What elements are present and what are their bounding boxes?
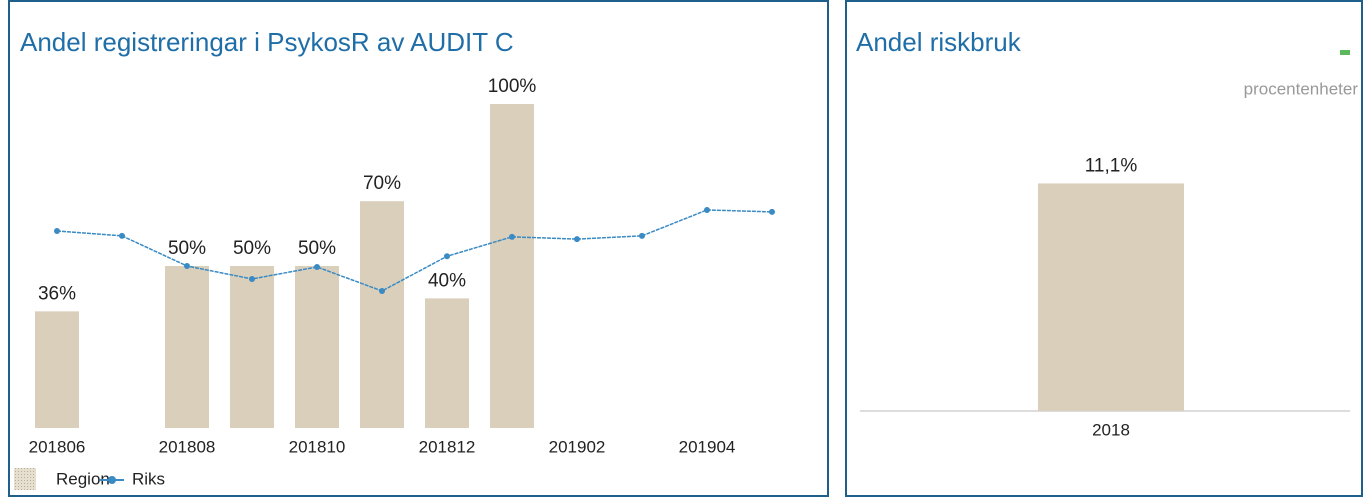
point xyxy=(639,232,645,239)
bar xyxy=(230,266,274,428)
point xyxy=(314,263,320,270)
x-tick-label: 201808 xyxy=(159,437,216,456)
legend-label: Riks xyxy=(132,469,165,488)
panel xyxy=(8,0,829,497)
point xyxy=(54,228,60,235)
bar xyxy=(425,298,469,428)
legend-swatch xyxy=(14,468,36,490)
bar xyxy=(35,311,79,428)
chart-title: Andel riskbruk xyxy=(856,27,1022,57)
status-indicator xyxy=(1340,50,1350,55)
bar xyxy=(490,104,534,428)
point xyxy=(769,208,775,215)
data-label: 50% xyxy=(298,238,336,259)
x-tick-label: 201812 xyxy=(419,437,476,456)
bar xyxy=(1038,183,1184,411)
data-label: 40% xyxy=(428,270,466,291)
point xyxy=(509,233,515,240)
x-tick-label: 201902 xyxy=(549,437,606,456)
x-tick-label: 2018 xyxy=(1092,420,1130,439)
chart-title: Andel registreringar i PsykosR av AUDIT … xyxy=(20,27,514,57)
x-tick-label: 201806 xyxy=(29,437,86,456)
legend-swatch xyxy=(108,476,116,484)
point xyxy=(704,206,710,213)
x-tick-label: 201904 xyxy=(679,437,736,456)
panel xyxy=(845,0,1363,497)
data-label: 50% xyxy=(233,238,271,259)
data-label: 36% xyxy=(38,283,76,304)
data-label: 50% xyxy=(168,238,206,259)
bar xyxy=(360,201,404,428)
x-tick-label: 201810 xyxy=(289,437,346,456)
point xyxy=(184,263,190,269)
point xyxy=(249,275,255,282)
bar xyxy=(165,266,209,428)
point xyxy=(574,236,580,243)
data-label: 11,1% xyxy=(1085,155,1138,176)
point xyxy=(379,287,385,294)
data-label: 70% xyxy=(363,173,401,194)
bar xyxy=(295,266,339,428)
point xyxy=(119,232,125,239)
data-label: 100% xyxy=(488,76,537,97)
line xyxy=(56,209,773,292)
legend-label: Region xyxy=(56,469,110,488)
chart-subtitle: procentenheter xyxy=(1244,79,1359,98)
point xyxy=(444,253,450,260)
